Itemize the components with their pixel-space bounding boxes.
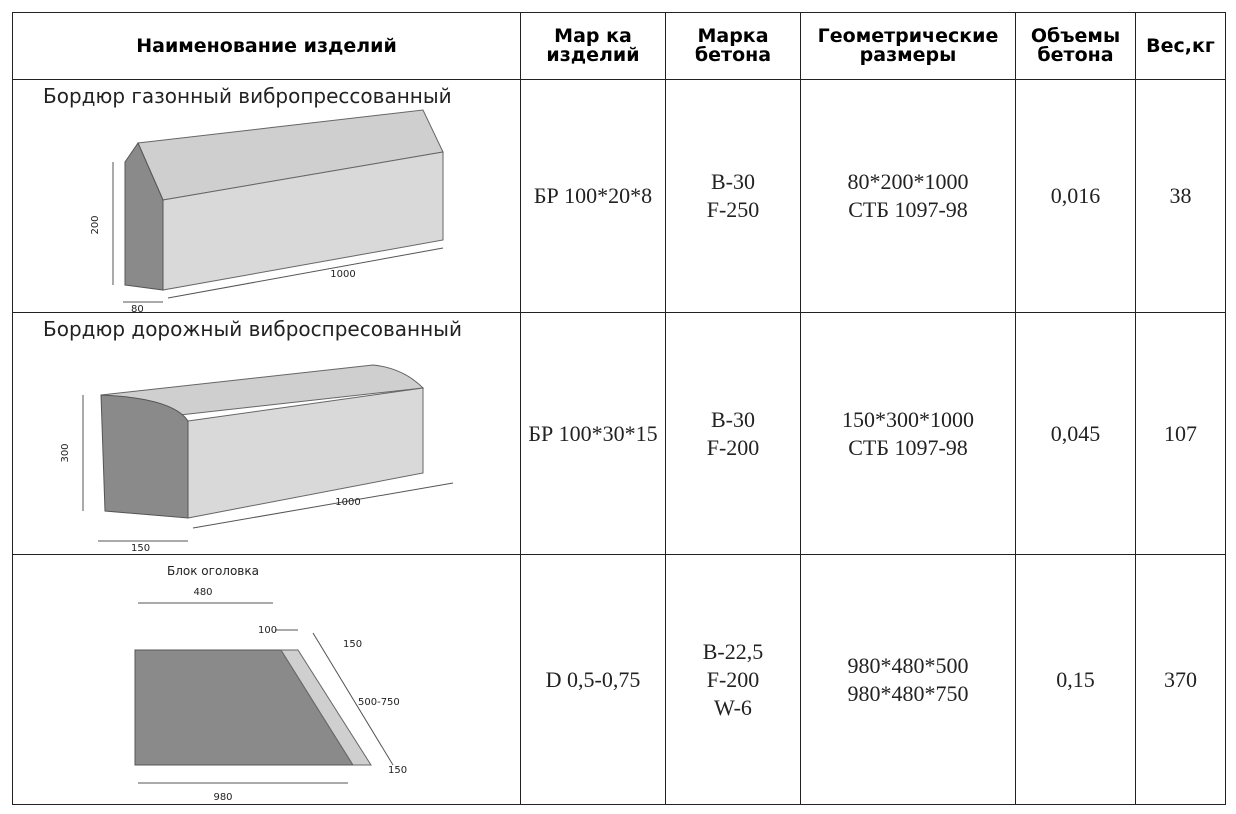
- dim-label: 100: [258, 625, 277, 636]
- dim-label: 480: [193, 587, 212, 598]
- dim-label: 980: [213, 792, 232, 803]
- row: Блок оголовка 480 100 150 500-750 150 98…: [12, 554, 1226, 805]
- dim-label: 150: [388, 765, 407, 776]
- weight-cell: 38: [1135, 79, 1226, 313]
- volume-cell: 0,15: [1015, 554, 1136, 805]
- dim-label: 150: [343, 639, 362, 650]
- header-cell: Геометрические размеры: [800, 12, 1016, 80]
- row: Бордюр газонный вибропрессованный 200 10…: [12, 79, 1226, 313]
- product-name: Бордюр дорожный виброспресованный: [43, 317, 462, 341]
- weight-cell: 107: [1135, 312, 1226, 555]
- dim-label: 300: [60, 443, 71, 462]
- dim-label: 200: [90, 215, 101, 234]
- header-cell: Объемы бетона: [1015, 12, 1136, 80]
- volume-cell: 0,045: [1015, 312, 1136, 555]
- mark-cell: D 0,5-0,75: [520, 554, 666, 805]
- header-row: Наименование изделий Мар ка изделий Марк…: [12, 12, 1226, 80]
- header-cell: Вес,кг: [1135, 12, 1226, 80]
- drawing-title: Блок оголовка: [167, 564, 259, 578]
- size-cell: 150*300*1000 СТБ 1097-98: [800, 312, 1016, 555]
- concrete-cell: B-30 F-200: [665, 312, 801, 555]
- concrete-cell: B-30 F-250: [665, 79, 801, 313]
- dim-label: 500-750: [358, 697, 400, 708]
- product-cell: Бордюр газонный вибропрессованный 200 10…: [12, 79, 521, 313]
- header-cell: Мар ка изделий: [520, 12, 666, 80]
- drawing: 200 1000 80: [90, 109, 444, 313]
- drawing: Блок оголовка 480 100 150 500-750 150 98…: [134, 564, 407, 803]
- weight-cell: 370: [1135, 554, 1226, 805]
- header-cell: Марка бетона: [665, 12, 801, 80]
- size-cell: 980*480*500 980*480*750: [800, 554, 1016, 805]
- dim-label: 150: [131, 543, 150, 554]
- product-cell: Блок оголовка 480 100 150 500-750 150 98…: [12, 554, 521, 805]
- dim-label: 1000: [330, 269, 355, 280]
- volume-cell: 0,016: [1015, 79, 1136, 313]
- dim-label: 80: [131, 304, 144, 313]
- product-table: Наименование изделий Мар ка изделий Марк…: [12, 12, 1226, 805]
- dim-label: 1000: [335, 497, 360, 508]
- mark-cell: БР 100*20*8: [520, 79, 666, 313]
- product-name: Бордюр газонный вибропрессованный: [43, 84, 452, 108]
- size-cell: 80*200*1000 СТБ 1097-98: [800, 79, 1016, 313]
- header-cell: Наименование изделий: [12, 12, 521, 80]
- concrete-cell: B-22,5 F-200 W-6: [665, 554, 801, 805]
- product-cell: Бордюр дорожный виброспресованный 300 10…: [12, 312, 521, 555]
- mark-cell: БР 100*30*15: [520, 312, 666, 555]
- drawing: 300 1000 150: [60, 364, 454, 554]
- row: Бордюр дорожный виброспресованный 300 10…: [12, 312, 1226, 555]
